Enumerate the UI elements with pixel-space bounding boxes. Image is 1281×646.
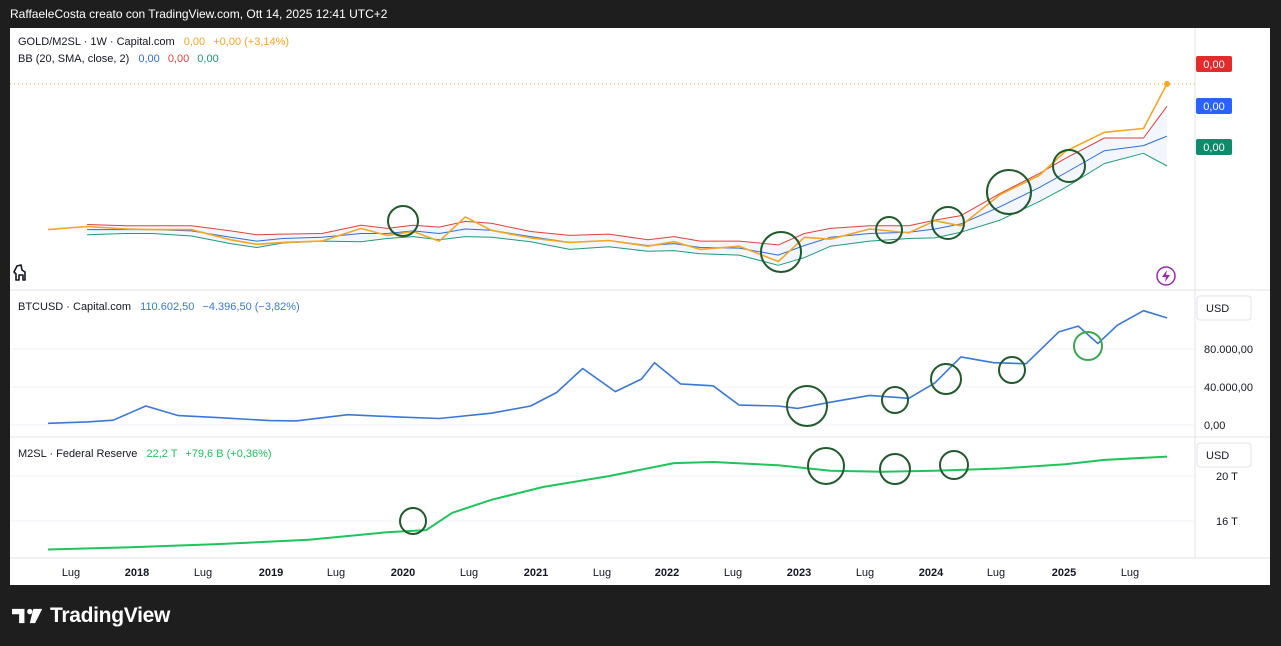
chart-frame: GOLD/M2SL · 1W · Capital.com 0,00 +0,00 … [10,28,1270,585]
time-axis-label: Lug [194,567,212,579]
time-axis-label: 2019 [259,567,283,579]
time-axis-label: Lug [460,567,478,579]
time-axis-label: Lug [1121,567,1139,579]
currency-button-btc[interactable]: USD [1196,295,1252,321]
annotation-circle[interactable] [879,453,911,485]
legend-gold-m2sl[interactable]: GOLD/M2SL · 1W · Capital.com 0,00 +0,00 … [18,36,289,48]
legend-m2sl[interactable]: M2SL · Federal Reserve 22,2 T +79,6 B (+… [18,448,272,460]
time-axis-label: 2021 [524,567,548,579]
time-axis-label: Lug [62,567,80,579]
horse-icon[interactable] [13,264,26,281]
annotation-circle[interactable] [786,385,828,427]
m2sl-line[interactable] [47,455,1168,551]
gold-m2sl-line[interactable] [47,83,1168,263]
legend-btcusd[interactable]: BTCUSD · Capital.com 110.602,50 −4.396,5… [18,301,300,313]
annotation-circle[interactable] [807,447,845,485]
time-axis-label: Lug [593,567,611,579]
annotation-circle[interactable] [930,363,962,395]
btc-tick-80k: 80.000,00 [1204,344,1253,356]
tradingview-wordmark: TradingView [50,604,171,627]
annotation-circle[interactable] [986,169,1032,215]
time-axis-label: 2018 [125,567,149,579]
tradingview-logo: TradingView [12,604,170,628]
last-price-dot [1164,80,1170,87]
annotation-circle[interactable] [387,205,419,237]
time-axis-label: 2022 [655,567,679,579]
annotation-circle[interactable] [760,231,802,273]
btc-tick-40k: 40.000,00 [1204,382,1253,394]
time-axis-label: Lug [856,567,874,579]
currency-button-m2[interactable]: USD [1196,442,1252,468]
lightning-icon[interactable] [1156,266,1176,286]
tradingview-logo-icon [12,608,43,624]
annotation-circle[interactable] [881,386,909,414]
chart-caption: RaffaeleCosta creato con TradingView.com… [10,7,388,21]
m2-tick-20t: 20 T [1216,471,1238,483]
bb-band-fill [87,106,1168,266]
time-axis-label: 2024 [919,567,944,579]
svg-text:USD: USD [1206,450,1229,462]
time-axis-label: 2020 [391,567,415,579]
time-axis-label: Lug [987,567,1005,579]
time-axis-label: Lug [724,567,742,579]
svg-text:0,00: 0,00 [1203,101,1224,113]
time-axis-label: Lug [327,567,345,579]
btc-tick-0: 0,00 [1204,420,1225,432]
badge-bb-basis: 0,00 [1196,98,1232,114]
bb-upper-line[interactable] [87,105,1168,246]
annotation-circle[interactable] [1073,331,1103,361]
annotation-circle[interactable] [1052,149,1086,183]
annotation-circle[interactable] [998,356,1026,384]
annotation-circle[interactable] [931,206,965,240]
time-axis-label: 2025 [1052,567,1076,579]
svg-text:USD: USD [1206,303,1229,315]
chart-canvas[interactable]: GOLD/M2SL · 1W · Capital.com 0,00 +0,00 … [10,28,1270,585]
badge-bb-lower: 0,00 [1196,139,1232,155]
time-axis-label: 2023 [787,567,811,579]
svg-text:0,00: 0,00 [1203,59,1224,71]
svg-text:0,00: 0,00 [1203,142,1224,154]
btcusd-line[interactable] [47,309,1168,425]
annotation-circle[interactable] [939,450,969,480]
legend-bollinger[interactable]: BB (20, SMA, close, 2) 0,00 0,00 0,00 [18,53,219,65]
annotation-circle[interactable] [875,216,903,244]
bb-lower-line[interactable] [87,152,1168,266]
badge-bb-upper: 0,00 [1196,56,1232,72]
annotation-circle[interactable] [399,507,427,535]
m2-tick-16t: 16 T [1216,516,1238,528]
